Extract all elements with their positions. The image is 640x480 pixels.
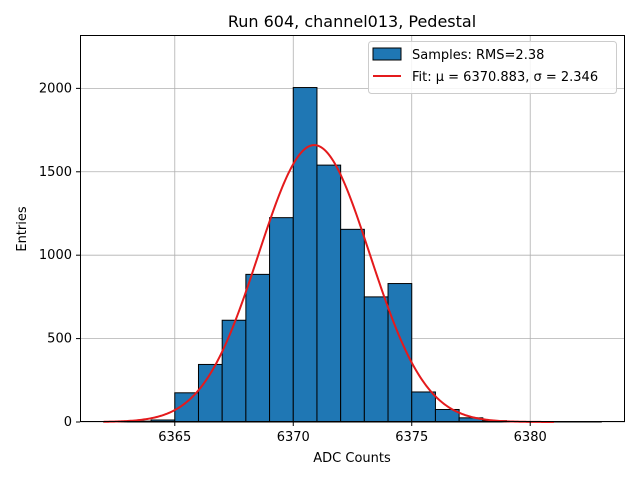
histogram-bar-13 (411, 391, 436, 423)
histogram-bar-6 (245, 273, 271, 423)
histogram-bar-9 (316, 164, 342, 423)
y-axis-ticks: 0 500 1000 1500 2000 (39, 81, 80, 430)
y-tick-label-4: 2000 (39, 81, 72, 96)
chart-title: Run 604, channel013, Pedestal (228, 12, 476, 31)
legend: Samples: RMS=2.38 Fit: μ = 6370.883, σ =… (368, 41, 617, 94)
histogram-bar-10 (340, 228, 365, 423)
histogram-bar-7 (269, 217, 294, 423)
histogram-bar-12 (387, 283, 413, 423)
gaussian-fit-curve (103, 144, 554, 423)
y-tick-label-2: 1000 (39, 248, 72, 263)
legend-samples-swatch (372, 47, 402, 61)
fit-line (103, 144, 554, 423)
y-axis-label: Entries (15, 206, 30, 252)
x-axis-label: ADC Counts (313, 451, 391, 466)
legend-samples-label: Samples: RMS=2.38 (412, 48, 544, 63)
x-tick-label-2: 6375 (395, 430, 428, 445)
histogram-bar-8 (292, 87, 318, 423)
legend-box (368, 41, 617, 94)
y-tick-label-3: 1500 (39, 165, 72, 180)
legend-fit-label: Fit: μ = 6370.883, σ = 2.346 (412, 70, 598, 85)
y-tick-label-1: 500 (47, 332, 72, 347)
x-tick-label-0: 6365 (158, 430, 191, 445)
axes (80, 35, 625, 422)
x-tick-label-3: 6380 (514, 430, 547, 445)
y-tick-label-0: 0 (64, 415, 72, 430)
x-axis-ticks: 6365 6370 6375 6380 (158, 422, 547, 445)
x-tick-label-1: 6370 (277, 430, 310, 445)
histogram-bar-5 (221, 319, 247, 423)
histogram-bar-11 (363, 296, 389, 423)
